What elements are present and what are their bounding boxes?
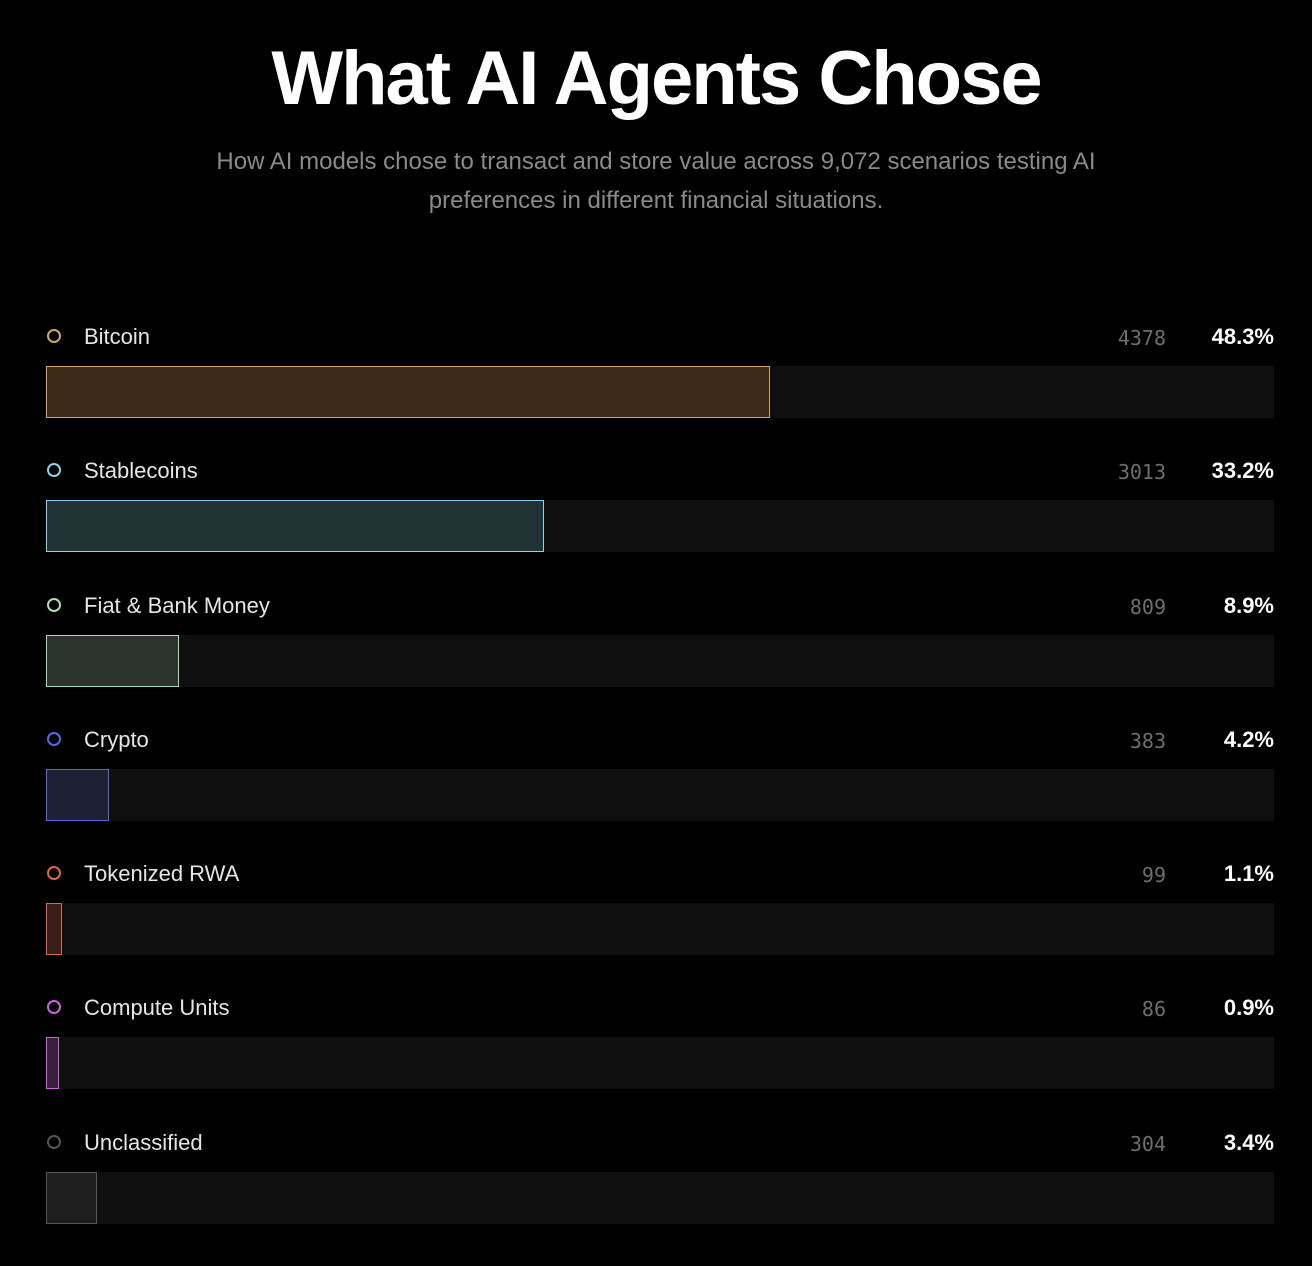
count-label: 86 (1141, 997, 1166, 1022)
category-label: Compute Units (84, 995, 230, 1021)
category-label: Tokenized RWA (84, 861, 240, 887)
bar-stablecoins (46, 500, 544, 553)
legend-dot-icon (47, 731, 61, 746)
count-label: 304 (1129, 1131, 1166, 1156)
count-label: 4378 (1117, 326, 1166, 350)
bar-track (46, 500, 1274, 553)
category-label: Stablecoins (84, 458, 198, 484)
count-label: 3013 (1117, 460, 1166, 485)
bar-row-header: Fiat & Bank Money 809 8.9% (46, 587, 1274, 627)
count-label: 99 (1141, 863, 1166, 888)
percent-label: 1.1% (1223, 861, 1274, 887)
bar-track (46, 1171, 1274, 1224)
legend-dot-icon (47, 463, 61, 478)
bar-row-header: Bitcoin 4378 48.3% (46, 318, 1274, 358)
bar-row-header: Unclassified 304 3.4% (46, 1124, 1274, 1164)
page-title: What AI Agents Chose (271, 36, 1042, 121)
legend-dot-icon (47, 597, 61, 612)
count-label: 809 (1129, 594, 1166, 619)
bar-row-unclassified: Unclassified 304 3.4% (46, 1124, 1274, 1258)
bar-row-tokenized-rwa: Tokenized RWA 99 1.1% (46, 855, 1274, 989)
bar-unclassified (46, 1171, 97, 1224)
legend-dot-icon (47, 329, 61, 343)
percent-label: 48.3% (1211, 324, 1274, 349)
percent-label: 0.9% (1223, 995, 1274, 1021)
bar-row-crypto: Crypto 383 4.2% (46, 721, 1274, 855)
bar-track (46, 768, 1274, 821)
percent-label: 3.4% (1223, 1129, 1274, 1155)
bar-row-stablecoins: Stablecoins 3013 33.2% (46, 452, 1274, 586)
legend-dot-icon (47, 1134, 61, 1149)
bar-chart: Bitcoin 4378 48.3% Stablecoins 3013 33.2% Fiat… (46, 318, 1274, 1258)
bar-row-header: Tokenized RWA 99 1.1% (46, 855, 1274, 895)
bar-compute-units (46, 1037, 59, 1090)
bar-bitcoin (46, 366, 770, 418)
bar-track (46, 903, 1274, 956)
legend-dot-icon (47, 866, 61, 881)
bar-row-header: Crypto 383 4.2% (46, 721, 1274, 761)
bar-fiat-and-bank-money (46, 634, 179, 687)
bar-crypto (46, 768, 109, 821)
bar-track (46, 634, 1274, 687)
bar-row-compute-units: Compute Units 86 0.9% (46, 989, 1274, 1123)
legend-dot-icon (47, 1000, 61, 1015)
bar-row-fiat-and-bank-money: Fiat & Bank Money 809 8.9% (46, 587, 1274, 721)
percent-label: 4.2% (1223, 726, 1274, 752)
count-label: 383 (1129, 728, 1166, 753)
page-subtitle: How AI models chose to transact and stor… (216, 148, 1096, 214)
category-label: Bitcoin (84, 324, 151, 349)
bar-tokenized-rwa (46, 903, 62, 956)
bar-track (46, 366, 1274, 418)
category-label: Fiat & Bank Money (84, 592, 270, 618)
category-label: Unclassified (84, 1129, 203, 1155)
bar-row-bitcoin: Bitcoin 4378 48.3% (46, 318, 1274, 452)
percent-label: 33.2% (1211, 458, 1274, 484)
bar-row-header: Compute Units 86 0.9% (46, 989, 1274, 1029)
bar-track (46, 1037, 1274, 1090)
bar-row-header: Stablecoins 3013 33.2% (46, 452, 1274, 492)
category-label: Crypto (84, 726, 149, 752)
percent-label: 8.9% (1223, 592, 1274, 618)
